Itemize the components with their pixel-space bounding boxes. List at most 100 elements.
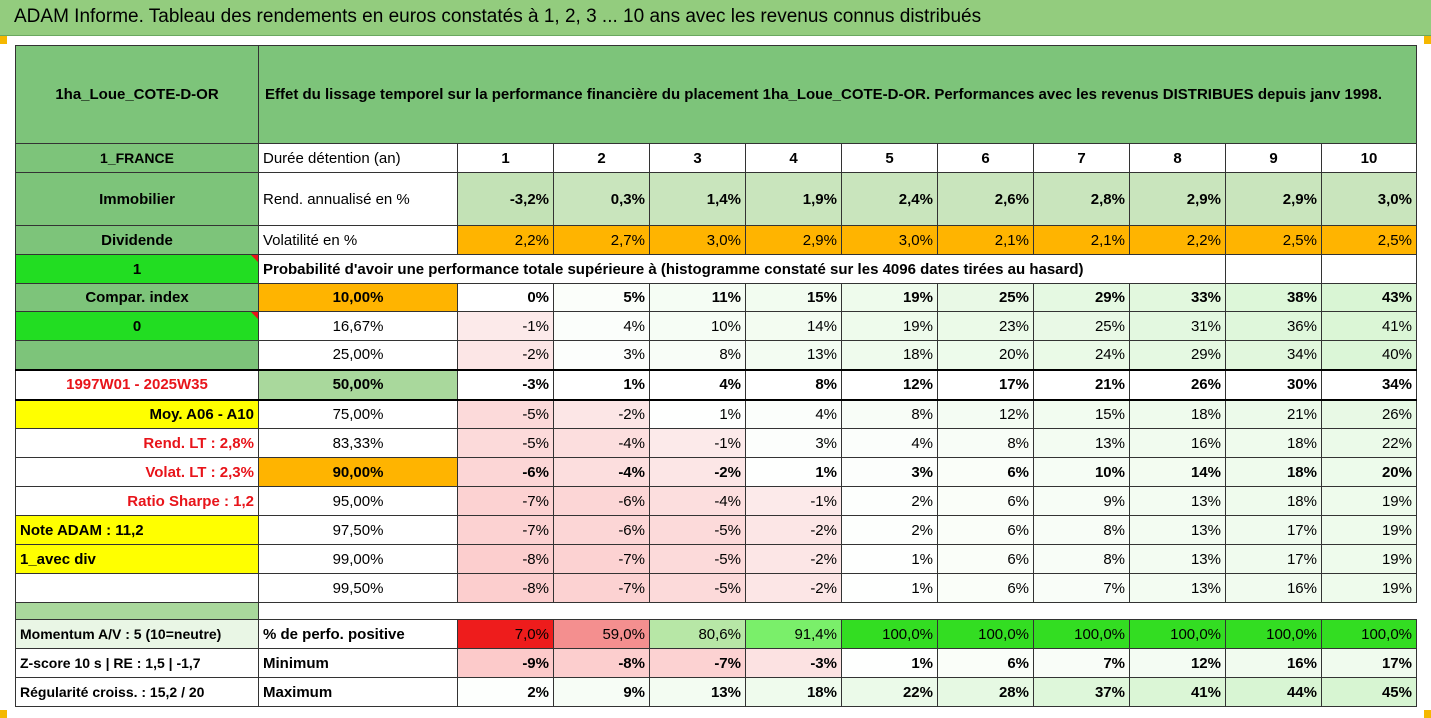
comment-marker-icon	[251, 255, 258, 262]
volatility-cell: 2,9%	[745, 225, 842, 255]
percentile-value-cell: 3%	[841, 457, 938, 487]
flag-cell-1[interactable]: 1	[15, 254, 259, 284]
percentile-value-cell: 6%	[937, 457, 1034, 487]
zscore-label: Z-score 10 s | RE : 1,5 | -1,7	[15, 648, 259, 678]
percentile-label: 83,33%	[258, 428, 458, 458]
percentile-value-cell: 4%	[553, 311, 650, 341]
percentile-value-cell: 21%	[1033, 368, 1130, 401]
corner-marker	[0, 36, 7, 44]
positive-perf-cell: 100,0%	[1033, 619, 1130, 649]
percentile-value-cell: -2%	[745, 515, 842, 545]
percentile-value-cell: 13%	[1129, 573, 1226, 603]
minimum-label: Minimum	[258, 648, 458, 678]
percentile-value-cell: 8%	[649, 340, 746, 370]
percentile-value-cell: 18%	[1225, 457, 1322, 487]
percentile-value-cell: -1%	[649, 428, 746, 458]
percentile-value-cell: 19%	[841, 283, 938, 312]
percentile-value-cell: 20%	[1321, 457, 1417, 487]
empty-label	[15, 340, 259, 370]
report-title: ADAM Informe. Tableau des rendements en …	[14, 6, 982, 27]
year-header: 10	[1321, 143, 1417, 173]
maximum-label: Maximum	[258, 677, 458, 707]
percentile-label: 16,67%	[258, 311, 458, 341]
percentile-value-cell: 6%	[937, 544, 1034, 574]
annual-return-cell: 1,9%	[745, 172, 842, 226]
percentile-value-cell: -4%	[553, 457, 650, 487]
year-header: 9	[1225, 143, 1322, 173]
flag-cell-0[interactable]: 0	[15, 311, 259, 341]
annual-return-cell: 2,4%	[841, 172, 938, 226]
regularity-label: Régularité croiss. : 15,2 / 20	[15, 677, 259, 707]
percentile-label: 25,00%	[258, 340, 458, 370]
positive-perf-cell: 59,0%	[553, 619, 650, 649]
percentile-label: 97,50%	[258, 515, 458, 545]
volatility-label: Volatilité en %	[258, 225, 458, 255]
year-header: 5	[841, 143, 938, 173]
percentile-value-cell: 12%	[841, 368, 938, 401]
percentile-value-cell: 0%	[457, 283, 554, 312]
spacer-cell	[15, 602, 259, 620]
annual-return-cell: 1,4%	[649, 172, 746, 226]
percentile-value-cell: -5%	[457, 428, 554, 458]
volatility-cell: 2,2%	[457, 225, 554, 255]
percentile-value-cell: 6%	[937, 573, 1034, 603]
percentile-value-cell: 16%	[1129, 428, 1226, 458]
percentile-value-cell: 21%	[1225, 399, 1322, 429]
positive-perf-cell: 7,0%	[457, 619, 554, 649]
volatility-cell: 2,2%	[1129, 225, 1226, 255]
percentile-value-cell: 30%	[1225, 368, 1322, 401]
percentile-value-cell: 19%	[1321, 573, 1417, 603]
minimum-cell: 7%	[1033, 648, 1130, 678]
percentile-value-cell: 13%	[1033, 428, 1130, 458]
percentile-value-cell: 17%	[937, 368, 1034, 401]
positive-perf-cell: 100,0%	[1321, 619, 1417, 649]
maximum-cell: 18%	[745, 677, 842, 707]
country-label: 1_FRANCE	[15, 143, 259, 173]
percentile-value-cell: 8%	[841, 399, 938, 429]
probability-caption: Probabilité d'avoir une performance tota…	[258, 254, 1226, 284]
percentile-value-cell: 19%	[1321, 544, 1417, 574]
title-bar: ADAM Informe. Tableau des rendements en …	[0, 0, 1431, 36]
positive-perf-cell: 91,4%	[745, 619, 842, 649]
percentile-value-cell: -6%	[553, 486, 650, 516]
maximum-cell: 22%	[841, 677, 938, 707]
percentile-value-cell: 43%	[1321, 283, 1417, 312]
percentile-value-cell: 10%	[1033, 457, 1130, 487]
empty-label	[15, 573, 259, 603]
minimum-cell: -8%	[553, 648, 650, 678]
percentile-value-cell: 13%	[1129, 544, 1226, 574]
momentum-label: Momentum A/V : 5 (10=neutre)	[15, 619, 259, 649]
returns-table: 1ha_Loue_COTE-D-OR Effet du lissage temp…	[15, 45, 1417, 707]
annual-return-cell: 3,0%	[1321, 172, 1417, 226]
percentile-value-cell: 4%	[841, 428, 938, 458]
percentile-label: 10,00%	[258, 283, 458, 312]
percentile-value-cell: -7%	[553, 544, 650, 574]
maximum-cell: 44%	[1225, 677, 1322, 707]
corner-marker	[1424, 710, 1431, 718]
volatility-cell: 3,0%	[649, 225, 746, 255]
percentile-value-cell: 40%	[1321, 340, 1417, 370]
sharpe-ratio: Ratio Sharpe : 1,2	[15, 486, 259, 516]
percentile-value-cell: 1%	[841, 573, 938, 603]
percentile-value-cell: 7%	[1033, 573, 1130, 603]
percentile-value-cell: 1%	[745, 457, 842, 487]
percentile-value-cell: 13%	[1129, 486, 1226, 516]
minimum-cell: 6%	[937, 648, 1034, 678]
empty-cell	[1225, 254, 1322, 284]
minimum-cell: -3%	[745, 648, 842, 678]
percentile-value-cell: -1%	[745, 486, 842, 516]
percentile-value-cell: 11%	[649, 283, 746, 312]
percentile-value-cell: 12%	[937, 399, 1034, 429]
percentile-value-cell: 4%	[649, 368, 746, 401]
percentile-value-cell: -5%	[457, 399, 554, 429]
percentile-value-cell: 19%	[1321, 515, 1417, 545]
volatility-cell: 2,5%	[1321, 225, 1417, 255]
percentile-value-cell: 2%	[841, 515, 938, 545]
flag-value: 0	[132, 317, 142, 335]
volatility-cell: 2,5%	[1225, 225, 1322, 255]
percentile-value-cell: 19%	[841, 311, 938, 341]
empty-cell	[1321, 254, 1417, 284]
percentile-value-cell: 18%	[1225, 428, 1322, 458]
percentile-value-cell: -2%	[745, 573, 842, 603]
percentile-value-cell: 1%	[553, 368, 650, 401]
